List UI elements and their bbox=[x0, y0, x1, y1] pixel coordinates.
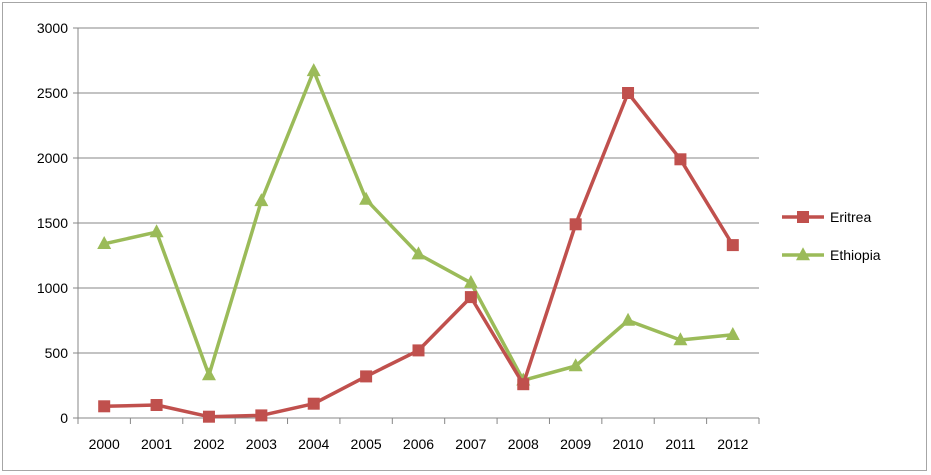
series-lines bbox=[97, 63, 740, 423]
data-point-ethiopia bbox=[411, 246, 426, 260]
data-point-ethiopia bbox=[725, 327, 740, 340]
data-point-ethiopia bbox=[673, 332, 688, 346]
legend-marker bbox=[797, 211, 809, 223]
legend-label: Eritrea bbox=[830, 209, 871, 225]
x-tick-label: 2003 bbox=[246, 436, 277, 452]
data-point-eritrea bbox=[255, 409, 268, 422]
series-eritrea bbox=[98, 87, 739, 423]
data-point-eritrea bbox=[674, 153, 687, 166]
data-point-eritrea bbox=[517, 378, 530, 391]
data-point-eritrea bbox=[726, 239, 739, 252]
data-point-eritrea bbox=[569, 218, 582, 231]
x-tick-label: 2007 bbox=[455, 436, 486, 452]
x-tick-label: 2005 bbox=[351, 436, 382, 452]
y-axis-tick-labels: 0 500 1000 1500 2000 2500 3000 bbox=[37, 20, 68, 426]
x-tick-label: 2010 bbox=[612, 436, 643, 452]
gridlines bbox=[78, 27, 759, 354]
data-point-ethiopia bbox=[201, 367, 216, 381]
y-tick-label: 1500 bbox=[37, 215, 68, 231]
x-tick-label: 2011 bbox=[665, 436, 695, 452]
data-point-ethiopia bbox=[359, 191, 374, 205]
data-point-eritrea bbox=[412, 344, 425, 357]
series-ethiopia bbox=[97, 63, 740, 386]
y-tick-label: 1000 bbox=[37, 280, 68, 296]
x-axis-tick-labels: 2000 2001 2002 2003 2004 2005 2006 2007 2008 2009… bbox=[89, 436, 749, 452]
data-point-eritrea bbox=[464, 291, 477, 304]
data-point-eritrea bbox=[360, 370, 373, 383]
data-point-eritrea bbox=[150, 399, 163, 411]
data-point-ethiopia bbox=[149, 224, 164, 238]
x-tick-label: 2012 bbox=[717, 436, 748, 452]
legend-marker bbox=[796, 247, 810, 261]
y-tick-label: 2500 bbox=[37, 85, 68, 101]
legend: Eritrea Ethiopia bbox=[782, 209, 881, 263]
x-tick-label: 2006 bbox=[403, 436, 434, 452]
data-point-ethiopia bbox=[621, 312, 636, 326]
series-line-ethiopia bbox=[103, 69, 733, 383]
data-point-ethiopia bbox=[306, 63, 321, 77]
data-point-eritrea bbox=[622, 87, 635, 99]
x-tick-label: 2002 bbox=[193, 436, 224, 452]
data-point-ethiopia bbox=[254, 193, 269, 207]
x-tick-label: 2001 bbox=[141, 436, 172, 452]
y-tick-label: 0 bbox=[60, 410, 68, 426]
data-point-eritrea bbox=[202, 410, 215, 423]
data-point-ethiopia bbox=[97, 236, 112, 249]
y-tick-label: 500 bbox=[45, 345, 69, 361]
axes bbox=[73, 27, 760, 424]
data-point-eritrea bbox=[98, 400, 111, 413]
x-tick-label: 2004 bbox=[298, 436, 329, 452]
x-tick-label: 2009 bbox=[560, 436, 591, 452]
data-point-eritrea bbox=[307, 397, 320, 410]
y-tick-label: 3000 bbox=[37, 20, 68, 36]
data-point-ethiopia bbox=[463, 275, 478, 288]
legend-entry-ethiopia: Ethiopia bbox=[782, 247, 881, 263]
data-point-ethiopia bbox=[568, 358, 583, 372]
y-tick-label: 2000 bbox=[37, 150, 68, 166]
x-tick-label: 2000 bbox=[89, 436, 120, 452]
x-tick-label: 2008 bbox=[508, 436, 539, 452]
legend-label: Ethiopia bbox=[830, 247, 881, 263]
legend-entry-eritrea: Eritrea bbox=[782, 209, 871, 225]
